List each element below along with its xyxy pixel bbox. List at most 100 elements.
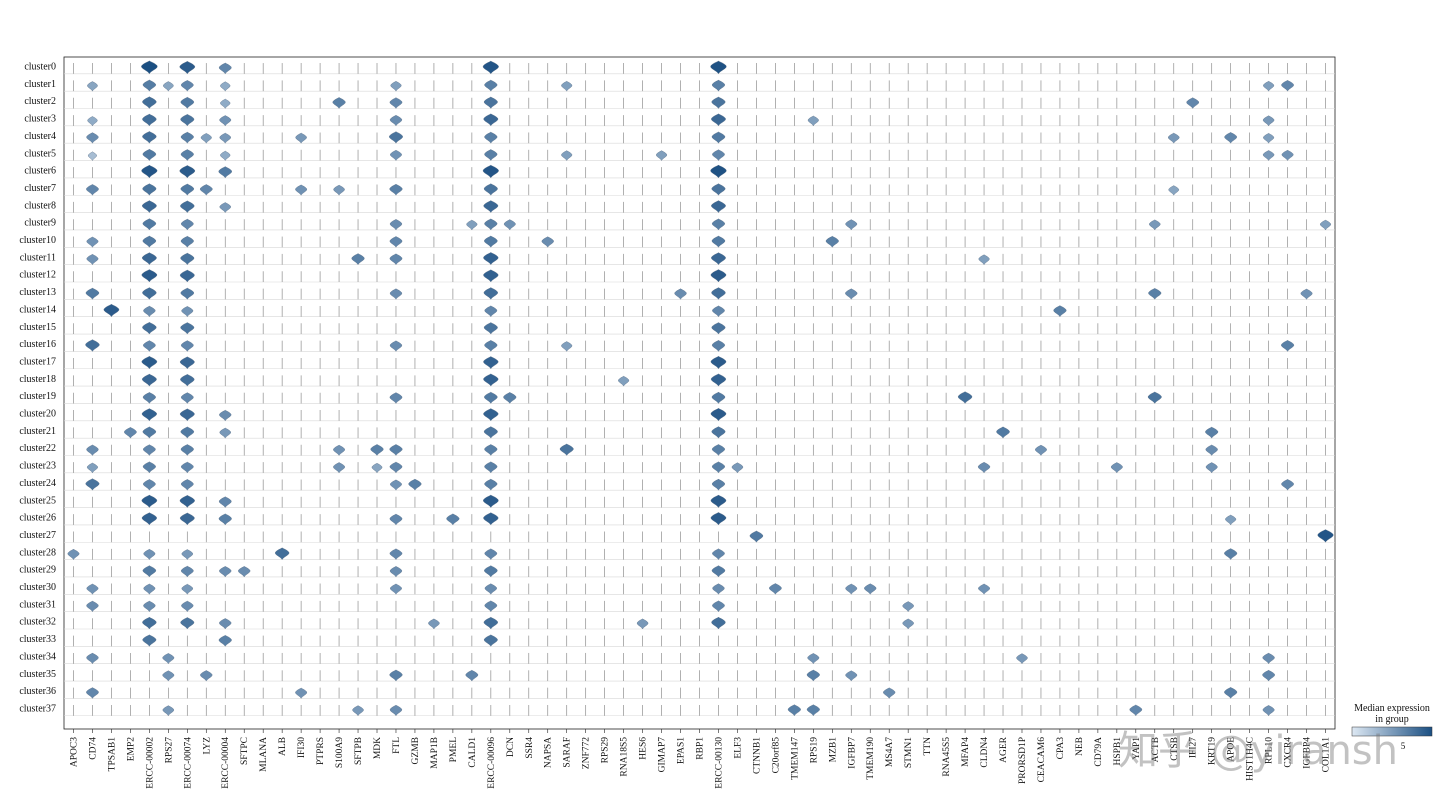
gene-label: EMP2 (126, 737, 136, 762)
violin-mark (180, 392, 194, 404)
violin-mark (389, 565, 403, 578)
violin-mark (351, 253, 365, 266)
violin-mark (275, 547, 290, 561)
gene-label: MAP1B (430, 737, 440, 769)
violin-mark (86, 600, 99, 613)
gene-label: YAP1 (1132, 737, 1142, 760)
cluster-label: cluster11 (20, 252, 56, 263)
violin-mark (142, 252, 157, 266)
gene-label: PTPRS (316, 737, 326, 765)
violin-mark (806, 669, 820, 682)
gene-label: FTL (392, 737, 402, 754)
violin-mark (787, 704, 801, 717)
gene-label: HES6 (639, 737, 649, 760)
gene-label: S100A9 (335, 737, 345, 768)
gene-label: HSPB1 (1113, 737, 1123, 766)
gene-label: MLANA (259, 737, 269, 772)
violin-mark (1281, 339, 1295, 352)
violin-mark (1263, 132, 1275, 144)
violin-mark (1148, 287, 1162, 300)
gene-label: ERCC-00002 (145, 737, 155, 789)
cluster-label: cluster14 (19, 304, 56, 315)
violin-mark (142, 287, 157, 300)
gene-label: CXCR4 (1284, 737, 1294, 768)
violin-mark (142, 461, 156, 474)
violin-mark (711, 461, 725, 474)
violin-mark (711, 391, 726, 404)
violin-mark (711, 478, 725, 491)
violin-mark (428, 618, 440, 630)
violin-mark (1263, 80, 1275, 92)
violin-mark (503, 219, 516, 231)
violin-mark (162, 705, 175, 717)
violin-mark (86, 444, 99, 456)
gene-label: RPS19 (809, 737, 819, 764)
violin-mark (181, 305, 194, 318)
violin-mark (180, 461, 194, 474)
cluster-label: cluster19 (19, 391, 56, 402)
gene-label: HIST1H4C (1246, 737, 1256, 781)
violin-mark (484, 461, 498, 474)
violin-mark (295, 184, 308, 196)
violin-mark (180, 131, 194, 144)
violin-mark (218, 496, 232, 509)
cluster-label: cluster34 (19, 651, 56, 662)
violin-mark (711, 616, 726, 630)
gene-label: MDK (373, 737, 383, 759)
gene-label: CD74 (88, 737, 98, 760)
violin-mark (180, 96, 195, 109)
violin-mark (482, 164, 499, 179)
violin-mark (483, 200, 499, 214)
cluster-label: cluster10 (19, 235, 56, 246)
violin-mark (219, 618, 232, 630)
violin-mark (389, 444, 403, 456)
violin-mark (1053, 305, 1067, 318)
violin-mark (218, 513, 232, 526)
gene-label: COL1A1 (1322, 737, 1332, 773)
violin-mark (711, 444, 725, 456)
violin-mark (711, 426, 726, 439)
violin-mark (864, 583, 877, 595)
violin-mark (143, 305, 156, 318)
violin-mark (181, 549, 194, 561)
violin-mark (484, 339, 498, 352)
violin-mark (483, 408, 499, 422)
violin-mark (1035, 444, 1047, 456)
violin-mark (180, 252, 195, 266)
violin-mark (180, 183, 195, 196)
cluster-label: cluster30 (19, 582, 56, 593)
violin-mark (143, 600, 156, 613)
gene-label: CTSB (1170, 737, 1180, 761)
violin-mark (711, 565, 726, 578)
violin-mark (484, 79, 498, 92)
violin-mark (957, 391, 973, 404)
legend-title-line1: Median expression (1354, 703, 1430, 714)
violin-mark (86, 687, 99, 699)
gene-label: MFAP4 (961, 737, 971, 767)
violin-mark (483, 512, 499, 526)
violin-mark (180, 565, 194, 578)
violin-mark (85, 478, 100, 491)
violin-mark (408, 478, 422, 491)
cluster-label: cluster26 (19, 513, 56, 524)
cluster-label: cluster23 (19, 461, 56, 472)
violin-mark (86, 184, 99, 196)
violin-mark (902, 618, 914, 630)
violin-mark (199, 184, 213, 196)
violin-mark (711, 96, 726, 109)
gene-label: CLDN4 (980, 737, 990, 768)
violin-mark (712, 305, 725, 318)
violin-mark (390, 149, 402, 162)
violin-mark (484, 478, 498, 491)
violin-mark (142, 392, 156, 404)
violin-mark (238, 565, 251, 578)
violin-mark (180, 322, 195, 335)
legend-tick-5: 5 (1401, 741, 1406, 751)
violin-mark (1147, 391, 1162, 404)
gene-label: RBP1 (696, 737, 706, 760)
violin-layer (64, 60, 1335, 717)
violin-mark (141, 494, 158, 508)
violin-mark (85, 339, 100, 352)
gene-label: CEACAM6 (1037, 737, 1047, 783)
violin-mark (163, 81, 174, 92)
